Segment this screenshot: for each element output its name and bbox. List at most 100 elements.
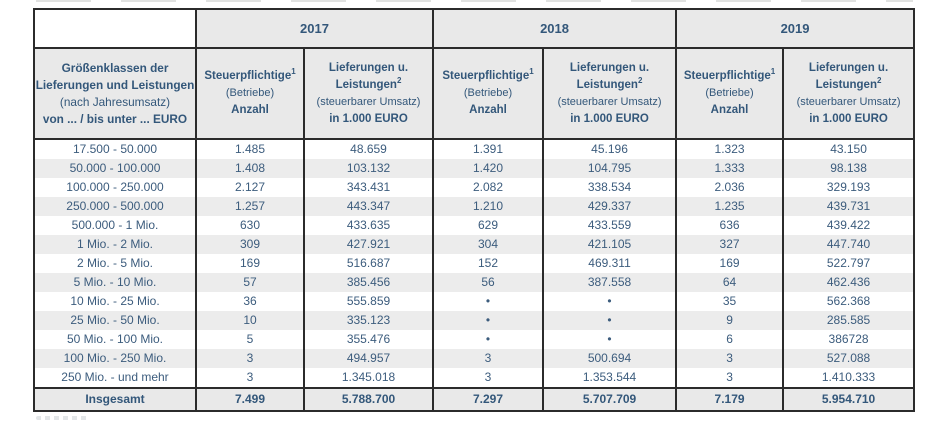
value-cell: 3 xyxy=(675,368,785,388)
taxpayers-unit: Anzahl xyxy=(469,104,507,116)
deliveries-subtitle: (steuerbarer Umsatz) xyxy=(796,95,901,108)
value-cell: 56 xyxy=(432,273,545,292)
taxpayers-subtitle: (Betriebe) xyxy=(463,87,513,99)
table-row: 17.500 - 50.000 1.485 48.659 1.391 45.196 1.3… xyxy=(33,139,916,159)
taxpayers-title: Steuerpflichtige1 xyxy=(683,67,776,82)
footnote-ref-2: 2 xyxy=(396,75,402,85)
value-cell: • xyxy=(432,311,545,330)
dimension-header: Größenklassen der Lieferungen und Leistu… xyxy=(33,48,197,140)
column-header-row: Größenklassen der Lieferungen und Leistu… xyxy=(33,48,916,140)
total-value: 7.499 xyxy=(195,387,305,412)
value-cell: 500.694 xyxy=(542,349,678,368)
value-cell: 98.138 xyxy=(782,159,916,178)
value-cell: 433.559 xyxy=(542,216,678,235)
value-cell: 338.534 xyxy=(542,178,678,197)
value-cell: 103.132 xyxy=(302,159,435,178)
value-cell: 169 xyxy=(195,254,305,273)
value-cell: 3 xyxy=(432,368,545,388)
value-cell: 469.311 xyxy=(542,254,678,273)
size-class-label: 25 Mio. - 50 Mio. xyxy=(33,311,197,330)
size-class-label: 500.000 - 1 Mio. xyxy=(33,216,197,235)
value-cell: 636 xyxy=(675,216,785,235)
value-cell: 152 xyxy=(432,254,545,273)
deliveries-title-1: Lieferungen u. xyxy=(569,61,650,74)
deliveries-title-2: Leistungen2 xyxy=(576,75,643,91)
taxpayers-title: Steuerpflichtige1 xyxy=(442,67,534,82)
year-header-row: 2017 2018 2019 xyxy=(33,9,916,49)
value-cell: 9 xyxy=(675,311,785,330)
value-cell: 64 xyxy=(675,273,785,292)
size-class-label: 50 Mio. - 100 Mio. xyxy=(33,330,197,349)
deliveries-title-2: Leistungen2 xyxy=(815,75,882,91)
taxpayers-subtitle: (Betriebe) xyxy=(225,87,275,99)
deliveries-title-1: Lieferungen u. xyxy=(808,61,889,74)
taxpayers-header-2019: Steuerpflichtige1 (Betriebe) Anzahl xyxy=(675,48,785,140)
value-cell: 5 xyxy=(195,330,305,349)
value-cell: 304 xyxy=(432,235,545,254)
value-cell: 169 xyxy=(675,254,785,273)
total-label: Insgesamt xyxy=(33,387,197,412)
dimension-line-3: (nach Jahresumsatz) xyxy=(59,94,171,109)
value-cell: 462.436 xyxy=(782,273,916,292)
taxpayers-unit: Anzahl xyxy=(710,104,749,116)
value-cell: 1.420 xyxy=(432,159,545,178)
total-row: Insgesamt 7.499 5.788.700 7.297 5.707.70… xyxy=(33,387,916,412)
footnote-ref-2: 2 xyxy=(876,75,882,85)
value-cell: 447.740 xyxy=(782,235,916,254)
dimension-line-1: Größenklassen der xyxy=(61,60,169,75)
value-cell: 309 xyxy=(195,235,305,254)
value-cell: 335.123 xyxy=(302,311,435,330)
year-header-2017: 2017 xyxy=(194,9,435,49)
value-cell: 343.431 xyxy=(302,178,435,197)
value-cell: • xyxy=(542,330,678,349)
taxpayers-unit: Anzahl xyxy=(231,104,269,116)
taxpayers-header-2018: Steuerpflichtige1 (Betriebe) Anzahl xyxy=(432,48,545,140)
value-cell: 355.476 xyxy=(302,330,435,349)
deliveries-header-2017: Lieferungen u. Leistungen2 (steuerbarer … xyxy=(302,48,435,140)
total-value: 7.297 xyxy=(432,387,545,412)
table-row: 5 Mio. - 10 Mio. 57 385.456 56 387.558 64 462.… xyxy=(33,273,916,292)
value-cell: 36 xyxy=(195,292,305,311)
value-cell: 421.105 xyxy=(542,235,678,254)
deliveries-header-2019: Lieferungen u. Leistungen2 (steuerbarer … xyxy=(782,48,916,140)
size-class-label: 100 Mio. - 250 Mio. xyxy=(33,349,197,368)
deliveries-subtitle: (steuerbarer Umsatz) xyxy=(316,95,421,108)
size-class-label: 5 Mio. - 10 Mio. xyxy=(33,273,197,292)
deliveries-unit: in 1.000 EURO xyxy=(329,112,408,125)
dimension-line-2: Lieferungen und Leistungen xyxy=(35,77,195,92)
value-cell: 527.088 xyxy=(782,349,916,368)
taxpayers-header-2017: Steuerpflichtige1 (Betriebe) Anzahl xyxy=(195,48,305,140)
size-class-label: 100.000 - 250.000 xyxy=(33,178,197,197)
value-cell: 327 xyxy=(675,235,785,254)
value-cell: 629 xyxy=(432,216,545,235)
size-class-label: 17.500 - 50.000 xyxy=(33,139,197,159)
total-value: 5.788.700 xyxy=(302,387,435,412)
value-cell: 429.337 xyxy=(542,197,678,216)
table-row: 25 Mio. - 50 Mio. 10 335.123 • • 9 285.585 xyxy=(33,311,916,330)
value-cell: 1.410.333 xyxy=(782,368,916,388)
cropped-footnote-artifact xyxy=(36,416,88,420)
value-cell: 3 xyxy=(432,349,545,368)
year-header-2019: 2019 xyxy=(675,9,916,49)
total-value: 5.954.710 xyxy=(782,387,916,412)
value-cell: 3 xyxy=(195,368,305,388)
value-cell: 555.859 xyxy=(302,292,435,311)
table-row: 250.000 - 500.000 1.257 443.347 1.210 429.33… xyxy=(33,197,916,216)
value-cell: • xyxy=(432,292,545,311)
total-value: 5.707.709 xyxy=(542,387,678,412)
value-cell: 285.585 xyxy=(782,311,916,330)
value-cell: 1.353.544 xyxy=(542,368,678,388)
footnote-ref-2: 2 xyxy=(637,75,643,85)
value-cell: 57 xyxy=(195,273,305,292)
taxpayers-subtitle: (Betriebe) xyxy=(705,87,754,99)
value-cell: • xyxy=(542,292,678,311)
value-cell: 1.257 xyxy=(195,197,305,216)
value-cell: 1.210 xyxy=(432,197,545,216)
table-row: 500.000 - 1 Mio. 630 433.635 629 433.559 636 4… xyxy=(33,216,916,235)
value-cell: 385.456 xyxy=(302,273,435,292)
table-body: 17.500 - 50.000 1.485 48.659 1.391 45.196 1.3… xyxy=(33,139,916,388)
value-cell: 104.795 xyxy=(542,159,678,178)
size-class-label: 2 Mio. - 5 Mio. xyxy=(33,254,197,273)
value-cell: 35 xyxy=(675,292,785,311)
